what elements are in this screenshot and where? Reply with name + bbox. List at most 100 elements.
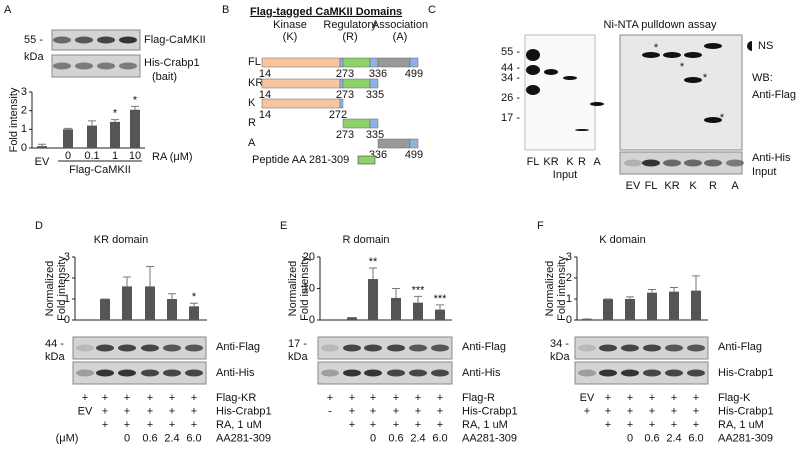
- marker: 44 -: [501, 62, 520, 74]
- condition-cell: +: [605, 419, 611, 431]
- ns-label: NS: [758, 40, 773, 52]
- y-axis-label: Normalized: [44, 261, 56, 317]
- condition-cell: 0.6: [388, 432, 403, 444]
- blot-band: [53, 62, 71, 70]
- blot-band: [704, 117, 722, 123]
- panel-letter: C: [428, 4, 436, 16]
- y-tick-label: 20: [303, 251, 315, 263]
- blot-band: [726, 159, 744, 167]
- domain-header: Regulatory: [323, 19, 377, 31]
- marker-unit: kDa: [550, 351, 570, 363]
- y-axis-label: Normalized: [544, 261, 556, 317]
- condition-cell: +: [415, 419, 421, 431]
- condition-cell: 0: [627, 432, 633, 444]
- blot-band: [409, 369, 427, 377]
- condition-cell: +: [627, 392, 633, 404]
- blot-band: [163, 369, 181, 377]
- blot-band: [665, 344, 683, 352]
- error-bar: [369, 267, 377, 280]
- blot-band: [76, 369, 94, 377]
- blot-band: [684, 77, 702, 83]
- y-axis-label: Fold intensity: [56, 256, 68, 321]
- his-sub: Input: [752, 166, 776, 178]
- blot-band: [387, 369, 405, 377]
- condition-cell: 6.0: [688, 432, 703, 444]
- error-bar: [38, 143, 46, 147]
- error-bar: [670, 286, 678, 292]
- condition-cell: +: [349, 419, 355, 431]
- construct-name: KR: [248, 77, 263, 89]
- condition-cell: +: [393, 405, 399, 417]
- blot-band: [526, 65, 540, 75]
- condition-cell: +: [169, 405, 175, 417]
- condition-cell: +: [191, 419, 197, 431]
- blot-band: [387, 344, 405, 352]
- domain-header: Kinase: [273, 19, 307, 31]
- condition-cell: 6.0: [186, 432, 201, 444]
- condition-label: AA281-309: [462, 432, 517, 444]
- domain-segment: [339, 57, 344, 68]
- panel-title: KR domain: [94, 234, 148, 246]
- band-star: *: [680, 61, 685, 73]
- marker-unit: kDa: [45, 351, 65, 363]
- construct-name: A: [248, 137, 256, 149]
- blot-band: [119, 36, 137, 44]
- condition-cell: +: [327, 392, 333, 404]
- condition-cell: +: [124, 392, 130, 404]
- peptide-label: Peptide AA 281-309: [252, 154, 349, 166]
- residue-number: 14: [259, 109, 271, 121]
- condition-cell: +: [102, 419, 108, 431]
- lane-label: KR: [543, 156, 558, 168]
- y-tick-label: 1: [64, 293, 70, 305]
- y-axis-label: Normalized: [287, 261, 299, 317]
- condition-cell: +: [649, 405, 655, 417]
- condition-cell: 6.0: [432, 432, 447, 444]
- condition-cell: 2.4: [666, 432, 681, 444]
- condition-cell: +: [124, 405, 130, 417]
- lane-label: KR: [664, 180, 679, 192]
- condition-cell: +: [102, 405, 108, 417]
- error-bar: [414, 295, 422, 303]
- error-bar: [692, 275, 700, 291]
- bar: [145, 286, 155, 320]
- blot-band: [96, 344, 114, 352]
- domain-segment: [339, 78, 344, 89]
- y-tick-label: 0: [309, 314, 315, 326]
- domain-segment: [369, 78, 379, 89]
- blot-band: [119, 62, 137, 70]
- condition-label: RA, 1 uM: [718, 419, 764, 431]
- bar: [167, 299, 177, 320]
- panel-title: Flag-tagged CaMKII Domains: [250, 6, 402, 18]
- y-tick-label: 2: [64, 272, 70, 284]
- bar: [435, 309, 445, 320]
- panel-letter: F: [537, 220, 544, 232]
- blot-band: [590, 102, 604, 106]
- ns-marker: [747, 41, 752, 51]
- error-bar: [392, 288, 400, 298]
- condition-cell: +: [349, 392, 355, 404]
- error-bar: [111, 119, 119, 122]
- blot: [51, 54, 141, 78]
- blot-band: [663, 159, 681, 167]
- bar: [347, 317, 357, 320]
- y-tick-label: 0: [64, 314, 70, 326]
- domain-segment: [377, 57, 411, 68]
- bar: [625, 299, 635, 320]
- band-star: *: [703, 72, 708, 84]
- panel-title: Ni-NTA pulldown assay: [604, 19, 717, 31]
- y-tick-label: 2: [566, 272, 572, 284]
- residue-number: 336: [369, 68, 387, 80]
- marker: 17 -: [501, 112, 520, 124]
- blot-band: [76, 344, 94, 352]
- domain-header: (K): [283, 31, 298, 43]
- blot-band: [97, 36, 115, 44]
- significance-star: ***: [434, 293, 448, 305]
- blot-label: Anti-Flag: [216, 341, 260, 353]
- error-bar: [168, 293, 176, 299]
- condition-cell: +: [649, 392, 655, 404]
- band-star: *: [654, 42, 659, 54]
- condition-cell: +: [370, 392, 376, 404]
- blot-band: [185, 344, 203, 352]
- error-bar: [131, 105, 139, 110]
